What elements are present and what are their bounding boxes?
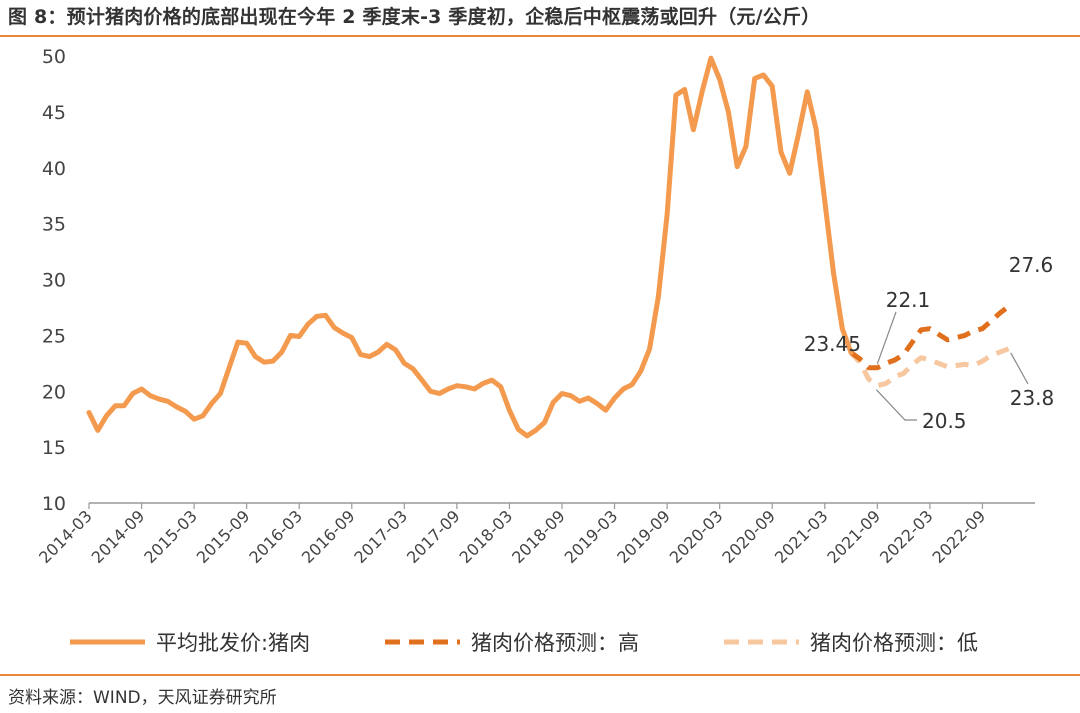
y-tick-label: 40 [42, 158, 66, 180]
x-tick-label: 2019-03 [561, 506, 622, 567]
x-tick-label: 2015-09 [193, 506, 254, 567]
y-tick-label: 30 [42, 270, 66, 292]
x-tick-label: 2022-03 [876, 506, 937, 567]
y-tick-label: 15 [42, 437, 66, 459]
x-tick-label: 2018-03 [456, 506, 517, 567]
x-tick-label: 2021-03 [771, 506, 832, 567]
x-tick-label: 2020-03 [666, 506, 727, 567]
legend-label: 猪肉价格预测：低 [810, 631, 978, 655]
annotation-label: 27.6 [1009, 253, 1054, 277]
y-tick-label: 10 [42, 493, 66, 515]
annotation-leader [1010, 352, 1029, 385]
annotation-label: 20.5 [922, 409, 967, 433]
annotation-label: 23.8 [1010, 386, 1055, 410]
footer-divider [0, 674, 1080, 676]
annotation-label: 22.1 [886, 288, 931, 312]
y-tick-label: 35 [42, 214, 66, 236]
y-tick-label: 20 [42, 381, 66, 403]
annotation-leader [876, 311, 897, 364]
chart-legend: 平均批发价:猪肉 猪肉价格预测：高 猪肉价格预测：低 [70, 631, 978, 655]
x-tick-label: 2016-03 [245, 506, 306, 567]
series-line-forecast-high [849, 304, 1011, 371]
x-tick-label: 2019-09 [613, 506, 674, 567]
x-tick-label: 2022-09 [929, 506, 990, 567]
annotation-leader [875, 389, 917, 421]
source-note: 资料来源：WIND，天风证券研究所 [8, 688, 277, 708]
x-tick-label: 2021-09 [823, 506, 884, 567]
series-line-actual [86, 55, 854, 439]
y-tick-label: 25 [42, 325, 66, 347]
legend-label: 猪肉价格预测：高 [471, 631, 639, 655]
x-tick-label: 2020-09 [718, 506, 779, 567]
y-tick-label: 45 [42, 102, 66, 124]
x-tick-label: 2014-03 [35, 506, 96, 567]
legend-label: 平均批发价:猪肉 [156, 631, 310, 655]
annotation-label: 23.45 [804, 332, 861, 356]
y-tick-label: 50 [42, 46, 66, 68]
x-tick-label: 2017-09 [403, 506, 464, 567]
x-tick-label: 2017-03 [350, 506, 411, 567]
chart-title: 图 8：预计猪肉价格的底部出现在今年 2 季度末-3 季度初，企稳后中枢震荡或回… [8, 6, 821, 28]
x-tick-label: 2015-03 [140, 506, 201, 567]
title-divider [0, 35, 1080, 37]
x-tick-label: 2014-09 [88, 506, 149, 567]
x-tick-label: 2018-09 [508, 506, 569, 567]
chart-lines [86, 55, 1011, 439]
chart-annotations: 23.45 22.1 20.5 27.6 23.8 [804, 253, 1055, 433]
x-tick-label: 2016-09 [298, 506, 359, 567]
series-line-forecast-low [849, 346, 1010, 389]
